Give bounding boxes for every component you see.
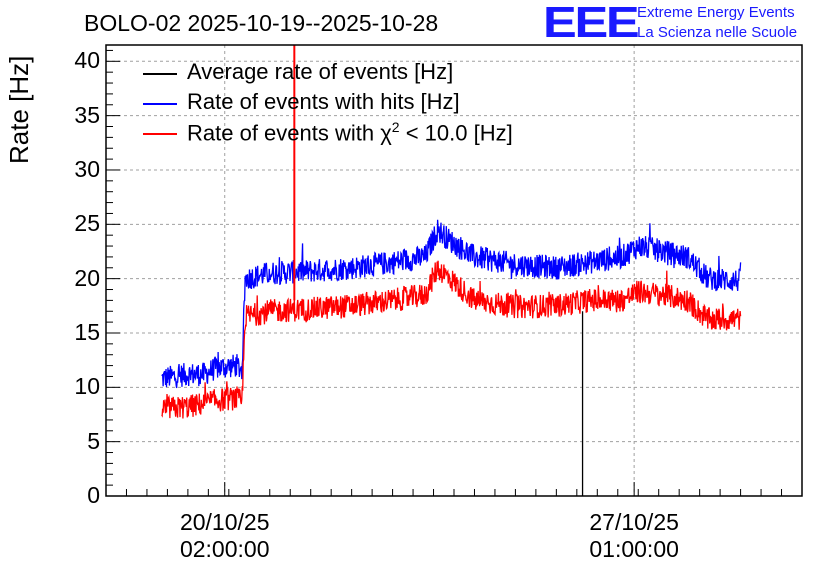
- eee-logo-line2: La Scienza nelle Scuole: [637, 24, 798, 41]
- chart-title: BOLO-02 2025-10-19--2025-10-28: [84, 10, 439, 36]
- y-tick-label: 20: [74, 264, 100, 291]
- legend-swatch-hits: [143, 103, 177, 105]
- legend-chi2-chi: χ: [380, 120, 392, 146]
- legend-swatch-average: [143, 73, 177, 75]
- x-tick-label: 20/10/25 02:00:00: [179, 509, 270, 562]
- eee-logo-line1: Extreme Energy Events: [637, 4, 795, 21]
- series-line: [161, 219, 742, 389]
- legend-swatch-chi2: [143, 133, 177, 135]
- legend-label-hits: Rate of events with hits [Hz]: [187, 89, 460, 114]
- y-tick-label: 15: [74, 318, 100, 345]
- y-tick-label: 25: [74, 210, 100, 237]
- legend-chi2-sup: 2: [391, 119, 400, 135]
- y-tick-label: 40: [74, 47, 100, 74]
- y-tick-label: 0: [87, 482, 100, 508]
- series-layer: [161, 45, 742, 496]
- y-tick-label: 5: [87, 427, 100, 454]
- plot-border: [105, 44, 803, 497]
- plot-frame: [105, 44, 803, 497]
- legend-chi2-pre: Rate of events with: [187, 120, 381, 146]
- legend-chi2-post: < 10.0 [Hz]: [399, 120, 513, 146]
- legend-label-chi2: Rate of events with χ2 < 10.0 [Hz]: [187, 119, 513, 146]
- y-tick-label: 10: [74, 373, 100, 400]
- legend-label-average: Average rate of events [Hz]: [187, 59, 454, 84]
- x-tick-label: 27/10/25 01:00:00: [589, 509, 679, 562]
- y-tick-label: 30: [74, 155, 100, 182]
- y-axis-label: Rate [Hz]: [4, 55, 34, 164]
- series-line: [161, 260, 742, 419]
- eee-logo-mark: EEE: [543, 0, 640, 47]
- y-tick-label: 35: [74, 101, 100, 128]
